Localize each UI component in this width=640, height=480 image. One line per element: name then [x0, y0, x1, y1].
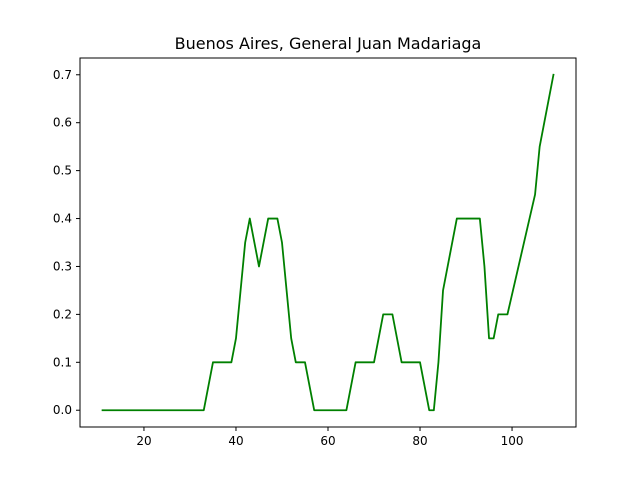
- y-tick-label: 0.3: [53, 259, 72, 273]
- x-tick-label: 20: [136, 434, 151, 448]
- y-tick-label: 0.4: [53, 212, 72, 226]
- x-tick-label: 100: [501, 434, 524, 448]
- y-axis: 0.0 0.1 0.2 0.3 0.4 0.5 0.6 0.7: [53, 68, 80, 417]
- x-tick-label: 60: [320, 434, 335, 448]
- x-tick-label: 40: [228, 434, 243, 448]
- y-tick-label: 0.5: [53, 164, 72, 178]
- y-tick-label: 0.6: [53, 116, 72, 130]
- x-axis: 20 40 60 80 100: [136, 427, 523, 448]
- series-line-0: [101, 73, 555, 412]
- y-tick-label: 0.0: [53, 403, 72, 417]
- y-tick-label: 0.7: [53, 68, 72, 82]
- series-layer: [101, 73, 555, 412]
- y-tick-label: 0.2: [53, 307, 72, 321]
- y-tick-label: 0.1: [53, 355, 72, 369]
- x-tick-label: 80: [412, 434, 427, 448]
- chart-title: Buenos Aires, General Juan Madariaga: [175, 34, 482, 53]
